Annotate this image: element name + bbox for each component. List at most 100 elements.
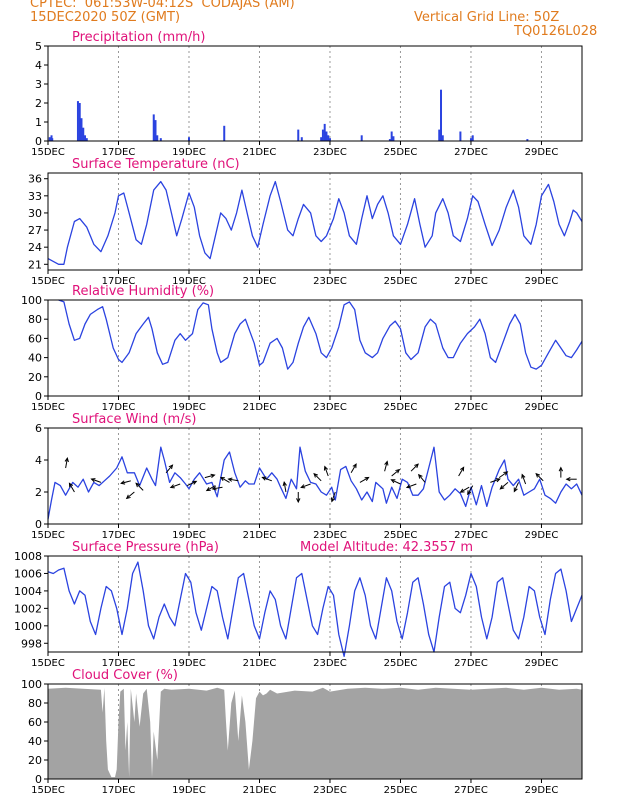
wind-arrow-shaft: [301, 483, 311, 488]
x-tick-label: 23DEC: [313, 785, 347, 796]
wind-arrow: [499, 482, 509, 490]
header-code: TQ0126L028: [514, 24, 598, 39]
wind-arrow: [565, 477, 577, 482]
wind-arrow-head: [211, 486, 217, 491]
wind-arrow: [313, 472, 322, 482]
precip-bar: [320, 137, 323, 141]
y-tick-label: 2: [35, 486, 42, 499]
wind-arrow-shaft: [406, 483, 417, 488]
wind-arrow: [165, 464, 174, 474]
temp-frame: [47, 172, 583, 271]
wind-arrow-shaft: [359, 476, 369, 483]
precip-bar: [156, 135, 159, 141]
wind-arrow: [135, 482, 144, 491]
wind-arrow-head: [503, 471, 509, 476]
pres-panel: 15DEC 17DEC 19DEC 21DEC 23DEC 25DEC 27DEC 29DEC…: [14, 540, 583, 669]
y-tick-label: 1006: [14, 567, 42, 580]
x-tick-label: 17DEC: [102, 530, 136, 541]
wind-arrow-head: [313, 472, 319, 478]
precip-bar: [469, 138, 472, 141]
precip-bar: [441, 135, 444, 141]
wind-arrow: [300, 483, 311, 489]
wind-arrow: [296, 492, 301, 504]
precip-bar: [223, 125, 226, 141]
rh-title: Relative Humidity (%): [72, 284, 214, 299]
wind-arrow: [125, 491, 135, 500]
wind-arrow-shaft: [331, 491, 336, 502]
x-tick-label: 17DEC: [102, 147, 136, 158]
wind-arrow-head: [499, 484, 505, 490]
header-date: 15DEC2020 50Z (GMT): [30, 10, 181, 25]
wind-arrow-head: [227, 477, 233, 482]
wind-arrow: [68, 482, 75, 493]
wind-arrow-head: [352, 463, 357, 469]
wind-arrow: [90, 478, 102, 483]
precip-bar: [51, 138, 54, 141]
x-tick-label: 17DEC: [102, 402, 136, 413]
wind-arrow: [405, 483, 417, 489]
y-tick-label: 20: [28, 754, 42, 767]
wind-frame: [47, 427, 583, 525]
wind-arrow: [535, 472, 544, 482]
wind-arrow-shaft: [498, 471, 508, 479]
y-tick-label: 5: [35, 40, 42, 53]
temp-series-line: [47, 180, 583, 265]
wind-arrow: [513, 482, 520, 493]
x-tick-label: 27DEC: [454, 785, 488, 796]
y-tick-label: 40: [28, 352, 42, 365]
y-tick-label: 36: [28, 173, 42, 186]
wind-arrow: [467, 485, 474, 496]
wind-arrow-head: [64, 457, 69, 463]
wind-arrow-head: [219, 476, 225, 481]
precip-bar: [187, 137, 190, 141]
wind-arrow-head: [405, 484, 411, 489]
x-tick-label: 27DEC: [454, 147, 488, 158]
wind-arrow-shaft: [187, 480, 197, 487]
model-altitude-label: Model Altitude: 42.3557 m: [300, 540, 473, 555]
precip-frame: [47, 45, 583, 142]
wind-arrow-shaft: [262, 476, 272, 482]
precip-bar: [325, 131, 328, 141]
wind-arrow-head: [495, 478, 501, 483]
wind-arrow: [384, 460, 389, 472]
y-tick-label: 0: [35, 135, 42, 148]
wind-arrow-head: [68, 482, 74, 488]
wind-arrow-head: [120, 480, 126, 485]
cloud-frame: [47, 683, 583, 780]
x-tick-label: 21DEC: [243, 402, 277, 413]
precip-bar: [438, 129, 441, 141]
y-tick-label: 33: [28, 190, 42, 203]
x-tick-label: 25DEC: [384, 147, 418, 158]
precip-bar: [152, 114, 155, 141]
wind-arrow-shaft: [410, 463, 419, 472]
wind-arrow: [211, 486, 223, 491]
wind-arrow-shaft: [91, 478, 102, 483]
y-tick-label: 0: [35, 518, 42, 531]
y-tick-label: 30: [28, 207, 42, 220]
y-tick-label: 60: [28, 716, 42, 729]
precip-bar: [300, 137, 303, 141]
wind-arrow-head: [384, 460, 389, 466]
pres-title: Surface Pressure (hPa): [72, 540, 219, 555]
wind-arrow-head: [296, 498, 301, 504]
wind-arrow: [204, 473, 216, 479]
wind-arrow-shaft: [126, 491, 135, 499]
x-tick-label: 29DEC: [525, 530, 559, 541]
wind-arrow-head: [168, 464, 174, 470]
y-tick-label: 4: [35, 59, 42, 72]
precip-title: Precipitation (mm/h): [72, 30, 205, 45]
x-tick-label: 23DEC: [313, 658, 347, 669]
x-tick-label: 19DEC: [172, 276, 206, 287]
wind-arrow-head: [521, 473, 526, 479]
wind-arrow-shaft: [165, 464, 173, 474]
wind-arrow-head: [135, 482, 141, 488]
header-grid-note: Vertical Grid Line: 50Z: [414, 10, 560, 25]
wind-arrow-head: [90, 478, 96, 483]
wind-arrow-head: [459, 488, 465, 493]
wind-arrow-head: [565, 477, 571, 482]
x-tick-label: 15DEC: [31, 785, 65, 796]
pres-series-line: [47, 561, 583, 658]
wind-arrow: [498, 471, 509, 479]
wind-arrow: [458, 466, 465, 477]
